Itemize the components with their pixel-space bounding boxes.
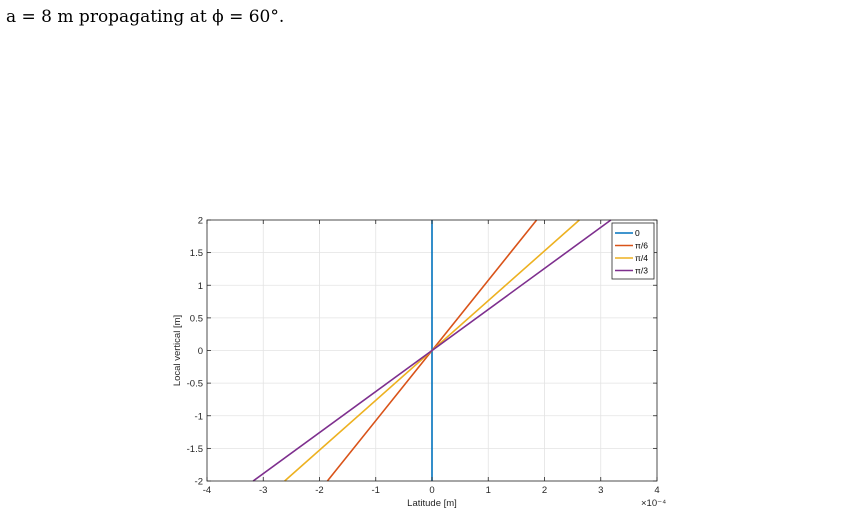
x-tick-label: -2	[315, 485, 323, 496]
y-tick-label: 0.5	[190, 313, 203, 324]
x-tick-label: 0	[429, 485, 434, 496]
y-tick-label: 1	[198, 281, 203, 292]
x-tick-label: -3	[259, 485, 267, 496]
y-tick-label: -1	[195, 411, 203, 422]
x-tick-label: -1	[372, 485, 380, 496]
figure-caption: a = 8 m propagating at ϕ = 60°.	[6, 0, 836, 28]
series-lines	[252, 219, 612, 482]
caption-line-2: a = 8 m propagating at ϕ = 60°.	[6, 7, 285, 27]
y-tick-label: 0	[198, 346, 203, 357]
y-tick-label: 2	[198, 216, 203, 227]
y-tick-label: 1.5	[190, 248, 203, 259]
legend-label-1: π/6	[635, 241, 648, 251]
legend-label-3: π/3	[635, 266, 648, 276]
y-axis-label: Local vertical [m]	[172, 315, 183, 386]
legend-label-0: 0	[635, 228, 640, 238]
x-axis-label: Latitude [m]	[407, 498, 457, 509]
legend-label-2: π/4	[635, 253, 648, 263]
y-tick-label: -2	[195, 477, 203, 488]
axes	[206, 219, 658, 482]
series-line-3	[252, 219, 612, 482]
tick-labels: -4 -3 -2 -1 0 1 2 3 4 -2 -1.5 -1 -0.5 0 0.5 1 1.5 2	[187, 216, 660, 497]
x-tick-label: 1	[486, 485, 491, 496]
legend: 0 π/6 π/4 π/3	[611, 222, 655, 280]
x-axis-exponent: ×10⁻⁴	[641, 498, 666, 509]
x-tick-label: 4	[654, 485, 659, 496]
x-tick-label: -4	[203, 485, 211, 496]
y-tick-label: -1.5	[187, 444, 203, 455]
x-tick-label: 3	[598, 485, 603, 496]
x-tick-label: 2	[542, 485, 547, 496]
y-tick-label: -0.5	[187, 379, 203, 390]
